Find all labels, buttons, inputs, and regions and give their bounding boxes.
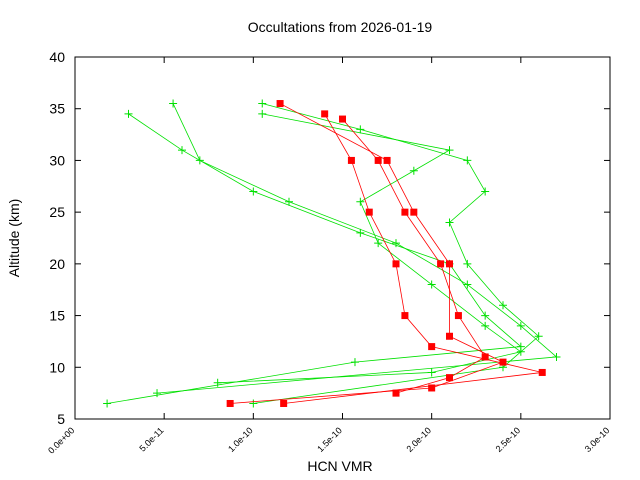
x-tick-label: 5.0e-11 <box>137 425 165 453</box>
marker <box>258 99 267 108</box>
marker <box>446 260 453 268</box>
marker <box>321 110 329 118</box>
marker <box>392 239 400 248</box>
marker <box>153 389 162 398</box>
marker <box>339 115 346 123</box>
marker <box>481 353 489 361</box>
marker <box>516 321 525 330</box>
profile-line <box>342 118 486 394</box>
marker <box>374 156 382 164</box>
marker <box>481 311 490 320</box>
x-axis-label: HCN VMR <box>307 458 372 474</box>
marker <box>226 399 234 407</box>
marker <box>428 343 436 351</box>
y-tick-label: 25 <box>49 204 65 220</box>
marker <box>427 280 436 289</box>
x-tick-label: 0.0e+00 <box>46 425 76 455</box>
y-tick-label: 5 <box>57 411 65 427</box>
marker <box>356 197 365 206</box>
profile-line <box>156 103 558 394</box>
marker <box>446 332 453 340</box>
marker <box>445 146 454 155</box>
y-tick-label: 20 <box>49 256 65 272</box>
marker <box>249 399 258 408</box>
y-tick-label: 40 <box>49 49 65 65</box>
profile-line <box>107 113 522 404</box>
marker <box>285 197 293 206</box>
plot-border <box>74 56 611 420</box>
y-tick-label: 35 <box>49 101 65 117</box>
marker <box>347 156 355 164</box>
marker <box>258 109 267 118</box>
marker <box>374 239 383 248</box>
x-tick-label: 2.0e-10 <box>404 425 433 454</box>
marker <box>427 368 436 377</box>
marker <box>392 389 400 397</box>
marker <box>401 312 409 320</box>
y-axis-label: Altitude (km) <box>6 199 22 278</box>
marker <box>103 399 112 408</box>
x-tick-label: 1.0e-10 <box>226 425 255 454</box>
marker <box>516 347 525 356</box>
marker <box>463 156 472 165</box>
marker <box>499 301 507 310</box>
marker <box>276 100 284 108</box>
marker <box>356 125 365 134</box>
marker <box>454 312 462 320</box>
profile-line <box>230 103 505 404</box>
marker <box>410 208 418 216</box>
marker <box>463 259 472 268</box>
y-tick-label: 15 <box>49 308 65 324</box>
marker <box>463 280 472 289</box>
marker <box>437 260 445 268</box>
marker <box>481 321 490 330</box>
profile-line <box>283 113 543 404</box>
x-tick-label: 2.5e-10 <box>494 425 523 454</box>
marker <box>401 208 409 216</box>
x-tick-label: 3.0e-10 <box>583 425 612 454</box>
marker <box>409 166 418 175</box>
marker <box>534 332 543 341</box>
y-tick-label: 10 <box>49 359 65 375</box>
marker <box>169 99 178 108</box>
marker <box>356 228 365 237</box>
marker <box>538 368 546 376</box>
marker <box>392 260 400 268</box>
marker <box>481 187 490 196</box>
marker <box>499 358 507 366</box>
chart-title: Occultations from 2026-01-19 <box>248 19 433 35</box>
marker <box>350 358 359 367</box>
marker <box>428 384 436 392</box>
marker <box>365 208 373 216</box>
x-tick-label: 1.5e-10 <box>315 425 344 454</box>
marker <box>195 156 204 165</box>
marker <box>124 109 133 118</box>
marker <box>280 399 288 407</box>
y-tick-label: 30 <box>49 152 65 168</box>
marker <box>445 218 454 227</box>
marker <box>178 146 186 155</box>
marker <box>213 378 222 387</box>
marker <box>446 374 453 382</box>
marker <box>552 352 561 361</box>
marker <box>383 156 391 164</box>
marker <box>249 187 258 196</box>
